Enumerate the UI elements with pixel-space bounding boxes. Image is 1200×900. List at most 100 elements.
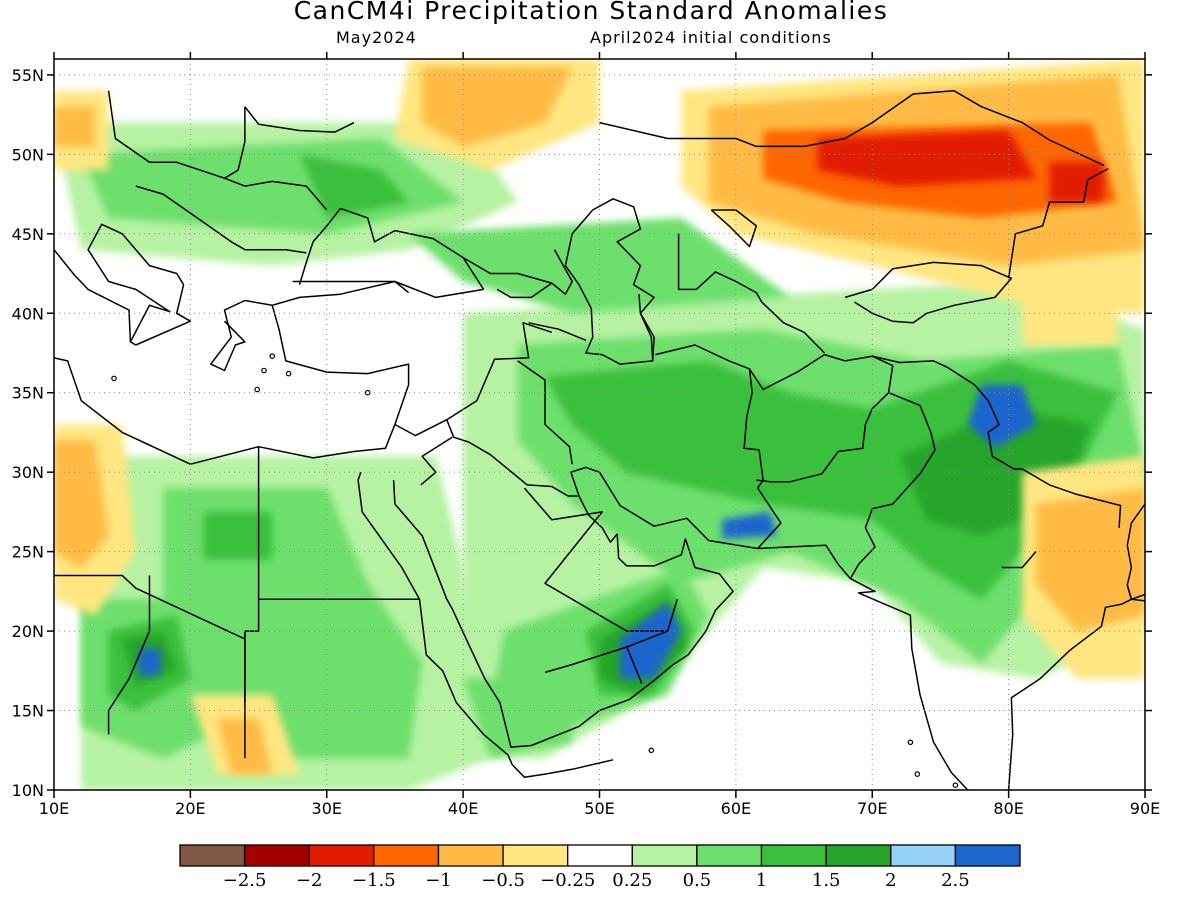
colorbar-swatch: [373, 844, 440, 867]
colorbar: −2.5 −2 −1.5 −1 −0.5 −0.25 0.25 0.5 1 1.5 2 2.5: [179, 844, 1021, 891]
colorbar-swatch: [890, 844, 957, 867]
boundary-line: [677, 233, 826, 354]
colorbar-swatch: [567, 844, 633, 867]
boundary-line: [528, 322, 587, 341]
colorbar-label: −0.25: [540, 870, 595, 891]
longitude-tick-label: 20E: [175, 799, 205, 818]
anomaly-region: [463, 678, 573, 759]
latitude-ticks: 10N 15N 20N 25N 30N 35N 40N 45N 50N 55N: [12, 66, 1152, 800]
boundary-line: [54, 249, 132, 342]
boundary-line: [872, 355, 1122, 528]
colorbar-swatch: [437, 844, 504, 867]
boundary-line: [210, 299, 273, 372]
longitude-ticks: 10E 20E 30E 40E 50E 60E 70E 80E 90E: [39, 52, 1160, 818]
colorbar-label: −1: [425, 870, 452, 891]
anomaly-fields: [54, 59, 1145, 790]
colorbar-label: −2.5: [223, 870, 267, 891]
boundary-line: [394, 322, 553, 437]
anomaly-region: [422, 66, 573, 147]
boundary-line: [1126, 584, 1145, 601]
boundary-line: [54, 574, 246, 640]
island-outline: [261, 367, 267, 374]
latitude-tick-label: 55N: [12, 66, 44, 85]
boundary-line: [655, 344, 782, 550]
boundary-line: [849, 392, 936, 579]
anomaly-region: [1035, 488, 1145, 632]
island-outline: [111, 375, 117, 382]
forecast-month: May2024: [336, 28, 417, 47]
island-outline: [907, 739, 914, 746]
island-outline: [254, 386, 261, 393]
longitude-tick-label: 90E: [1130, 799, 1160, 818]
boundary-line: [420, 436, 453, 486]
colorbar-swatch: [760, 844, 827, 867]
anomaly-region: [967, 384, 1036, 449]
boundary-line: [710, 209, 758, 248]
colorbar-swatch: [631, 844, 698, 867]
boundary-line: [1007, 598, 1145, 790]
gridlines: [54, 59, 1145, 790]
colorbar-label: −0.5: [481, 870, 525, 891]
latitude-tick-label: 15N: [12, 702, 44, 721]
boundary-line: [599, 90, 1105, 167]
latitude-tick-label: 45N: [12, 225, 44, 244]
latitude-tick-label: 40N: [12, 304, 44, 323]
boundary-line: [564, 198, 655, 365]
latitude-tick-label: 35N: [12, 384, 44, 403]
longitude-tick-label: 40E: [448, 799, 478, 818]
colorbar-swatch: [308, 844, 375, 867]
longitude-tick-label: 10E: [39, 799, 69, 818]
latitude-tick-label: 30N: [12, 463, 44, 482]
latitude-tick-label: 50N: [12, 145, 44, 164]
anomaly-region: [722, 511, 777, 539]
longitude-tick-label: 60E: [721, 799, 751, 818]
colorbar-swatch: [954, 844, 1021, 867]
boundary-line: [54, 280, 484, 465]
boundary-line: [392, 471, 734, 748]
boundary-line: [224, 106, 246, 179]
colorbar-label: 0.25: [612, 870, 652, 891]
boundary-line: [638, 294, 654, 361]
latitude-tick-label: 20N: [12, 622, 44, 641]
longitude-tick-label: 80E: [993, 799, 1023, 818]
anomaly-region: [204, 511, 273, 560]
boundary-line: [357, 471, 614, 779]
anomaly-region: [299, 154, 409, 218]
boundary-line: [517, 360, 573, 465]
boundary-line: [626, 646, 643, 684]
colorbar-label: −1.5: [352, 870, 396, 891]
colorbar-swatch: [696, 844, 763, 867]
chart-title: CanCM4i Precipitation Standard Anomalies: [293, 0, 889, 25]
island-outline: [648, 747, 655, 754]
boundary-line: [844, 261, 1013, 324]
boundary-line: [87, 223, 192, 346]
colorbar-label: 2.5: [941, 870, 970, 891]
boundary-line: [244, 106, 355, 133]
anomaly-region: [138, 648, 161, 676]
colorbar-label: 1.5: [812, 870, 841, 891]
longitude-tick-label: 30E: [312, 799, 342, 818]
boundary-line: [570, 466, 969, 790]
longitude-tick-label: 70E: [857, 799, 887, 818]
boundary-line: [298, 207, 485, 290]
colorbar-label: −2: [296, 870, 323, 891]
island-outline: [269, 353, 276, 360]
boundary-line: [446, 419, 578, 497]
anomaly-region: [1022, 289, 1118, 345]
colorbar-label: 0.5: [683, 870, 712, 891]
colorbar-label: 2: [885, 870, 896, 891]
anomaly-region: [1049, 162, 1105, 202]
boundary-line: [1007, 167, 1109, 279]
island-outline: [952, 782, 959, 789]
boundary-line: [107, 575, 151, 735]
boundary-line: [292, 280, 410, 294]
colorbar-label: 1: [756, 870, 767, 891]
colorbar-swatch: [243, 844, 310, 867]
anomaly-region: [54, 106, 95, 147]
boundary-line: [496, 282, 553, 299]
island-outline: [285, 370, 292, 377]
boundary-line: [135, 185, 307, 254]
latitude-tick-label: 25N: [12, 543, 44, 562]
colorbar-swatch: [502, 844, 569, 867]
